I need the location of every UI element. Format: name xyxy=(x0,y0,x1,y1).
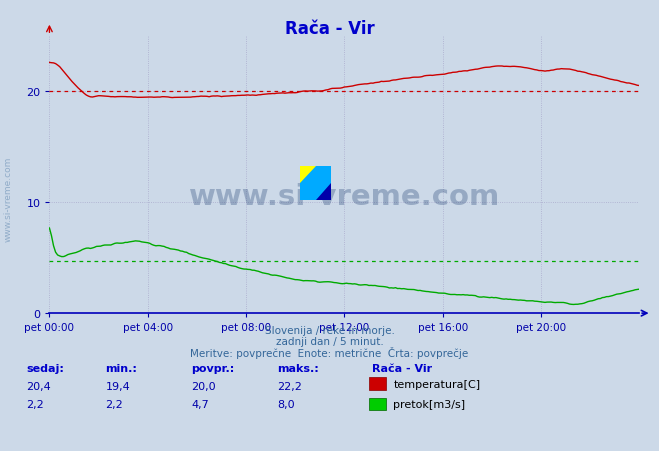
Text: www.si-vreme.com: www.si-vreme.com xyxy=(3,156,13,241)
Text: povpr.:: povpr.: xyxy=(191,363,235,373)
Text: 20,0: 20,0 xyxy=(191,381,215,391)
Text: temperatura[C]: temperatura[C] xyxy=(393,379,480,389)
Text: Rača - Vir: Rača - Vir xyxy=(285,20,374,38)
Polygon shape xyxy=(316,184,331,201)
Polygon shape xyxy=(300,167,331,201)
Text: Slovenija / reke in morje.: Slovenija / reke in morje. xyxy=(264,326,395,336)
Text: 19,4: 19,4 xyxy=(105,381,130,391)
Text: 22,2: 22,2 xyxy=(277,381,302,391)
Text: 20,4: 20,4 xyxy=(26,381,51,391)
Text: 4,7: 4,7 xyxy=(191,399,209,409)
Text: sedaj:: sedaj: xyxy=(26,363,64,373)
Polygon shape xyxy=(300,167,331,201)
Text: 2,2: 2,2 xyxy=(105,399,123,409)
Text: min.:: min.: xyxy=(105,363,137,373)
Text: pretok[m3/s]: pretok[m3/s] xyxy=(393,399,465,409)
Polygon shape xyxy=(300,167,316,184)
Text: www.si-vreme.com: www.si-vreme.com xyxy=(188,183,500,211)
Text: 8,0: 8,0 xyxy=(277,399,295,409)
Text: zadnji dan / 5 minut.: zadnji dan / 5 minut. xyxy=(275,336,384,346)
Text: Rača - Vir: Rača - Vir xyxy=(372,363,432,373)
Text: 2,2: 2,2 xyxy=(26,399,44,409)
Text: Meritve: povprečne  Enote: metrične  Črta: povprečje: Meritve: povprečne Enote: metrične Črta:… xyxy=(190,346,469,359)
Text: maks.:: maks.: xyxy=(277,363,318,373)
